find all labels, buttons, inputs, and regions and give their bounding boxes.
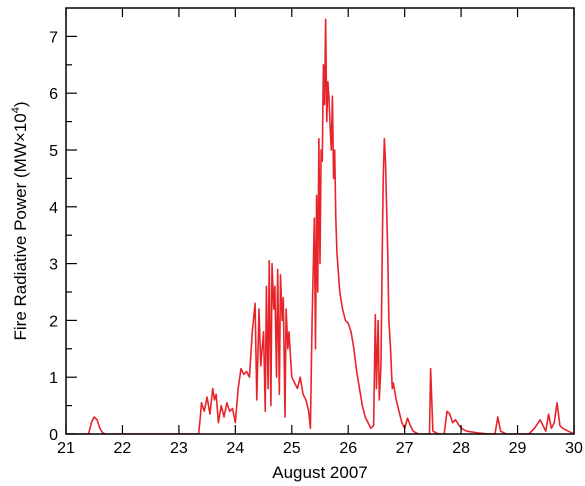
y-tick-label: 6 (49, 86, 58, 103)
x-tick-label: 24 (226, 440, 244, 457)
y-tick-label: 3 (49, 257, 58, 274)
series-line (66, 18, 574, 434)
x-tick-label: 29 (509, 440, 527, 457)
x-axis: 21 22 23 24 25 26 27 28 29 30 (57, 8, 583, 457)
x-tick-label: 22 (114, 440, 132, 457)
x-tick-label: 27 (396, 440, 414, 457)
series-layer (66, 18, 574, 434)
y-axis-label-superscript: 4 (10, 107, 22, 113)
y-axis: 0 1 2 3 4 5 6 7 (49, 29, 77, 444)
x-tick-label: 26 (339, 440, 357, 457)
plot-frame (65, 7, 575, 435)
y-axis-label: Fire Radiative Power (MW×104) (10, 101, 30, 340)
y-tick-label: 7 (49, 29, 58, 46)
x-axis-label: August 2007 (272, 463, 367, 482)
x-tick-label: 30 (565, 440, 583, 457)
x-tick-label: 28 (452, 440, 470, 457)
y-tick-label: 5 (49, 143, 58, 160)
y-tick-label: 2 (49, 313, 58, 330)
x-tick-label: 21 (57, 440, 75, 457)
y-tick-label: 4 (49, 200, 58, 217)
y-axis-label-close: ) (11, 101, 30, 107)
x-tick-label: 23 (170, 440, 188, 457)
y-axis-label-main: Fire Radiative Power (MW×10 (11, 113, 30, 340)
y-tick-label: 1 (49, 370, 58, 387)
x-tick-label: 25 (283, 440, 301, 457)
y-tick-label: 0 (49, 427, 58, 444)
